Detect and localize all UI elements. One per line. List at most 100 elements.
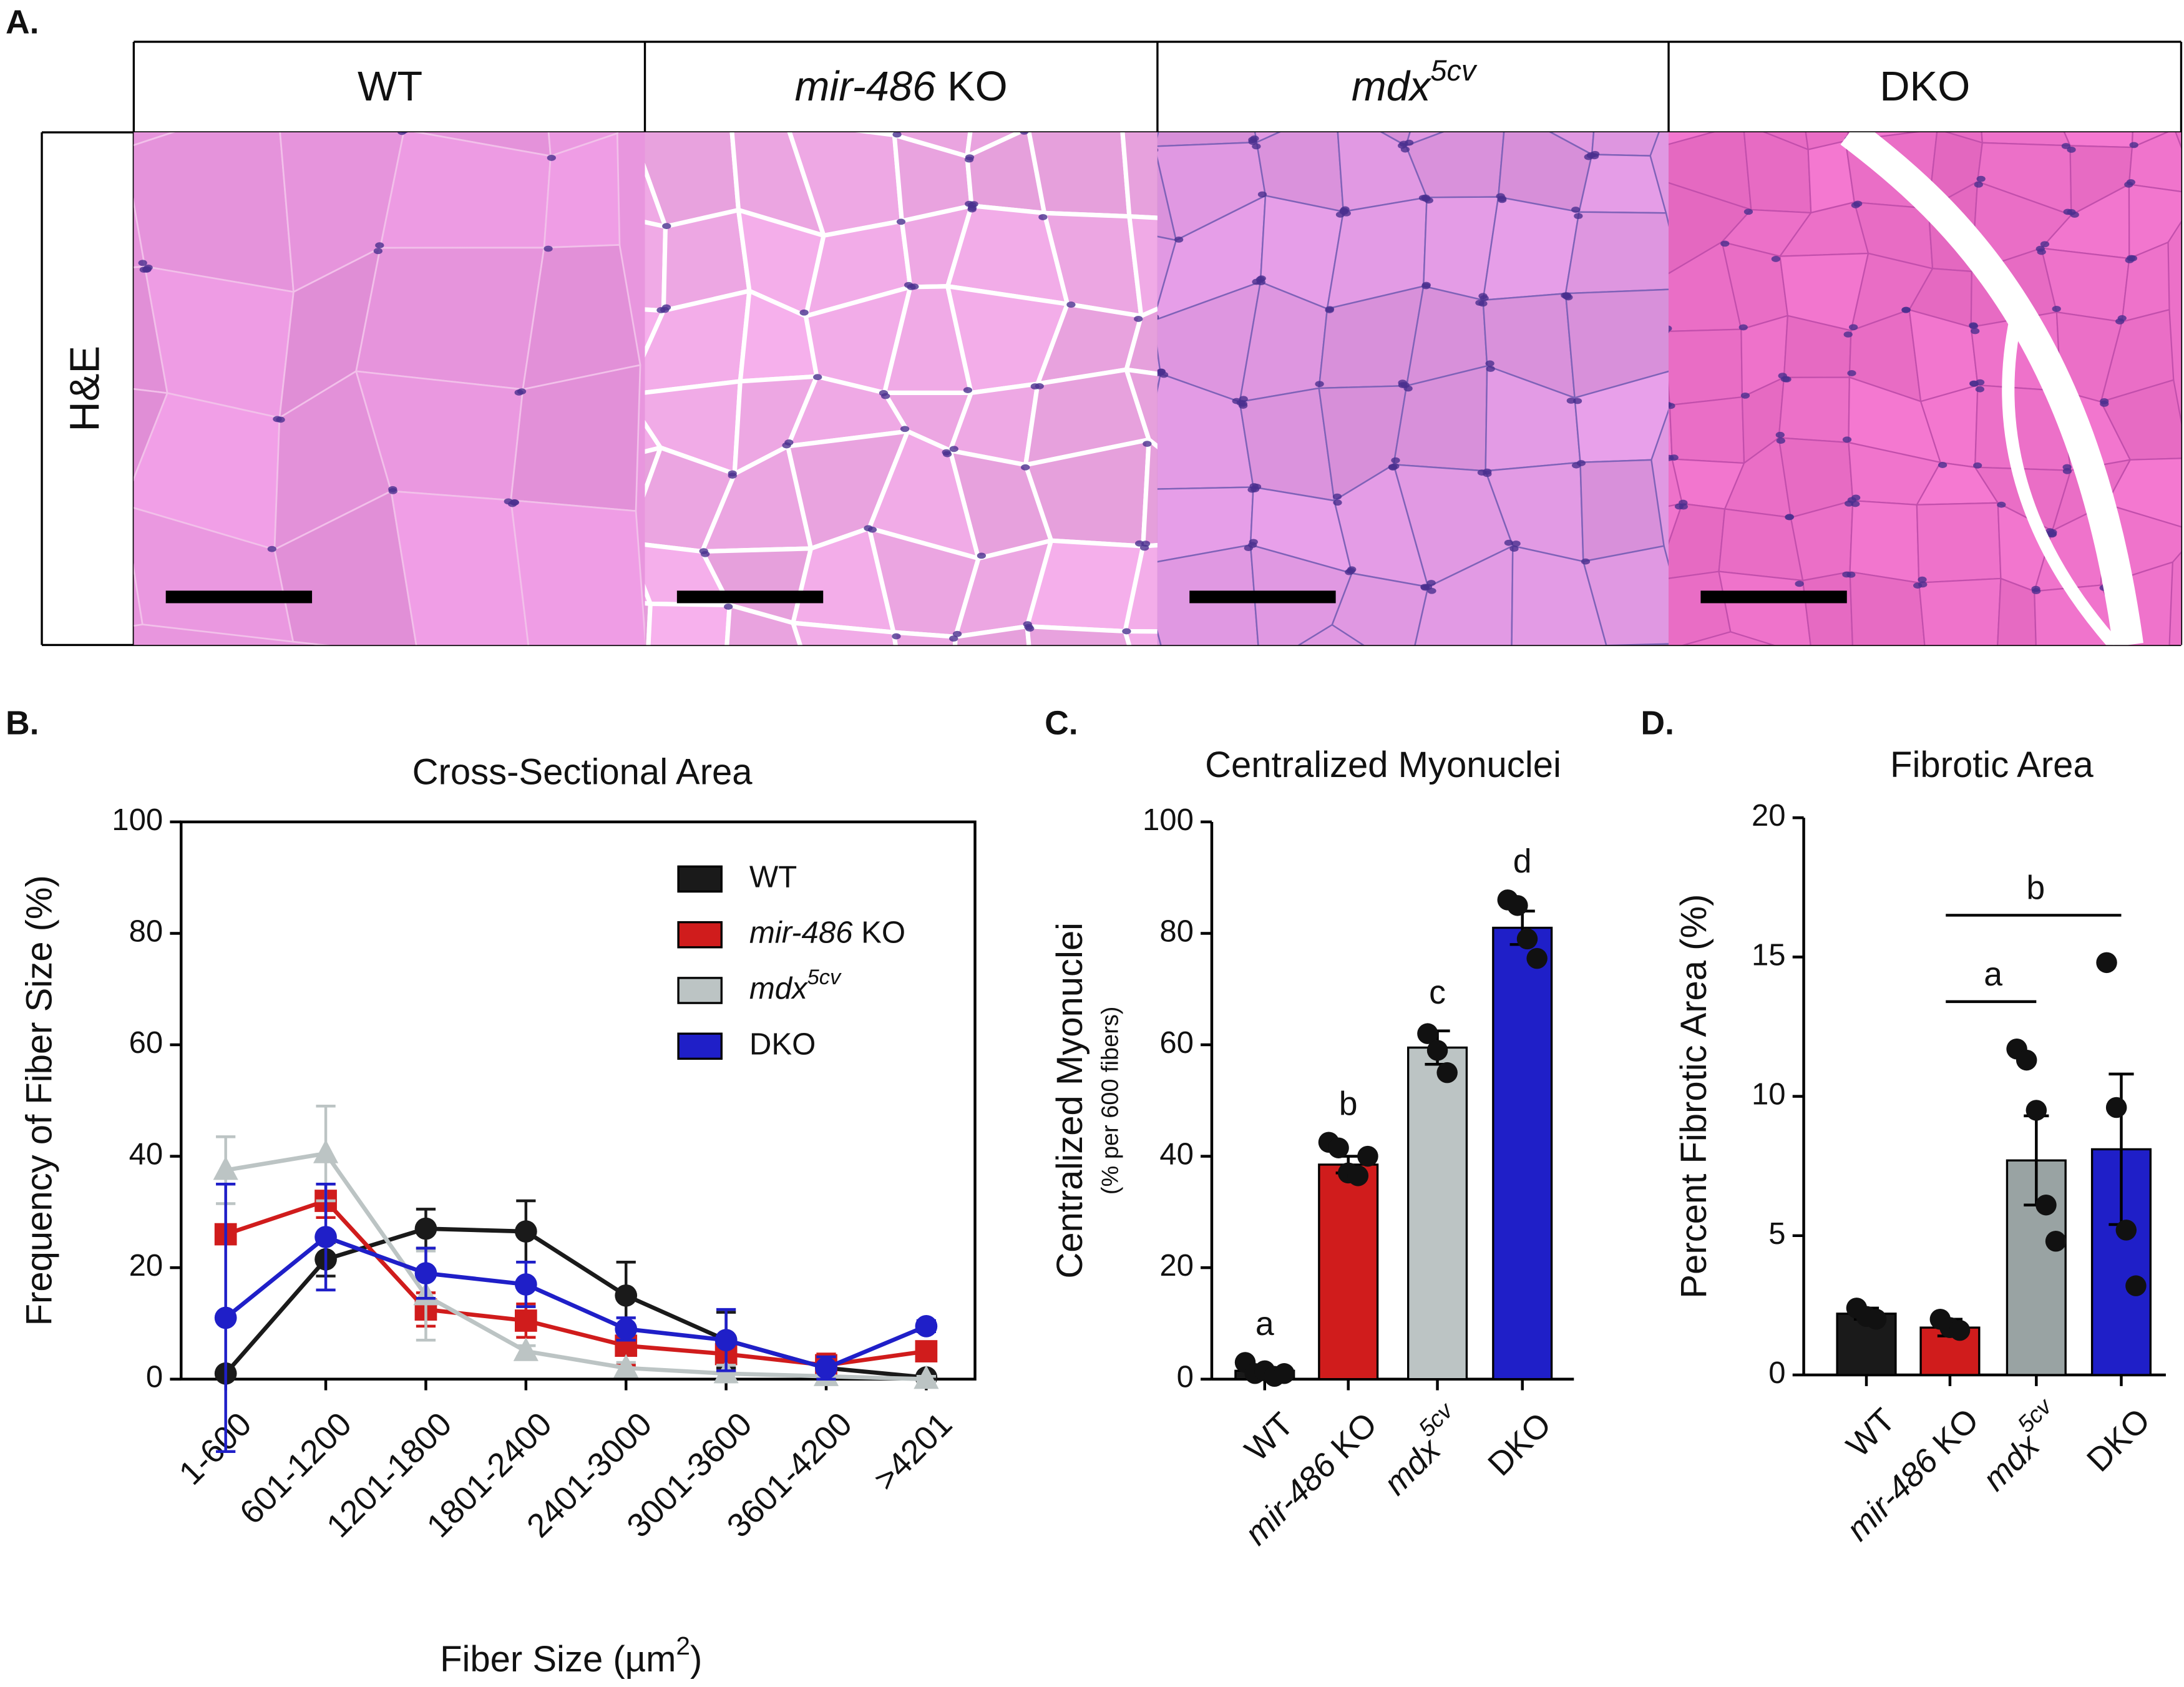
text-part: 5cv (1430, 54, 1477, 87)
scale-bar (1189, 590, 1336, 604)
text-part: µm (625, 1639, 676, 1680)
series-line (225, 1151, 927, 1382)
nucleus (116, 498, 125, 504)
y-tick-label: 5 (1768, 1217, 1785, 1251)
nucleus (1669, 403, 1675, 409)
marker (915, 1315, 938, 1337)
y-tick-label: 60 (129, 1026, 163, 1060)
text-part: KO (852, 916, 905, 950)
y-tick-label: 40 (129, 1138, 163, 1171)
text-part: Fiber Size ( (440, 1639, 625, 1680)
nucleus (963, 387, 973, 393)
nucleus (1420, 584, 1430, 591)
data-point (1426, 1040, 1448, 1061)
legend-swatch (677, 921, 723, 949)
y-tick-label: 10 (1752, 1078, 1786, 1112)
nucleus (1720, 240, 1730, 247)
nucleus (1157, 315, 1159, 320)
y-tick-label: 20 (1159, 1249, 1194, 1283)
data-point (1516, 928, 1538, 950)
nucleus (1975, 386, 1985, 393)
column-header: mir-486 KO (795, 63, 1008, 110)
nucleus (943, 451, 952, 457)
nucleus (1571, 207, 1581, 213)
nucleus (1134, 316, 1143, 322)
marker (815, 1357, 837, 1379)
nucleus (949, 446, 958, 452)
marker (514, 1309, 537, 1332)
nucleus (1139, 544, 1149, 551)
bar (1492, 926, 1553, 1381)
y-tick-label: 80 (1159, 914, 1194, 948)
muscle-fiber (510, 499, 645, 645)
muscle-fiber (791, 620, 898, 645)
marker (414, 1217, 437, 1240)
text-part: mdx (1976, 1426, 2047, 1498)
nucleus (1509, 545, 1519, 552)
x-tick-label: DKO (1481, 1406, 1558, 1483)
legend-swatch (677, 865, 723, 893)
muscle-fiber (1579, 459, 1665, 562)
muscle-fiber (1141, 437, 1158, 549)
nucleus (1256, 279, 1265, 286)
significance-letter: b (2026, 869, 2045, 906)
y-tick-label: 100 (112, 803, 163, 837)
nucleus (728, 472, 737, 479)
nucleus (2124, 181, 2133, 188)
nucleus (1674, 503, 1684, 510)
nucleus (388, 487, 397, 494)
nucleus (1938, 462, 1948, 468)
nucleus (1328, 107, 1337, 113)
nucleus (547, 155, 556, 161)
nucleus (781, 120, 789, 127)
nucleus (623, 117, 632, 124)
data-point (1949, 1319, 1971, 1341)
y-tick-label: 20 (1752, 799, 1786, 833)
nucleus (1421, 283, 1431, 290)
nucleus (1737, 119, 1746, 125)
legend-label: DKO (749, 1027, 816, 1061)
nucleus (2100, 401, 2109, 407)
y-tick-label: 60 (1159, 1026, 1194, 1060)
nucleus (1024, 623, 1033, 630)
nucleus (1020, 132, 1029, 135)
text-part: DKO (749, 1027, 816, 1061)
muscle-fiber (891, 630, 958, 645)
muscle-fiber (1801, 571, 1853, 645)
nucleus (1332, 493, 1342, 500)
nucleus (2040, 241, 2050, 248)
muscle-fiber (273, 490, 417, 645)
muscle-fiber (522, 244, 641, 391)
text-part: WT (1238, 1406, 1301, 1469)
nucleus (699, 548, 708, 555)
nucleus (1486, 366, 1495, 372)
nucleus (2052, 305, 2061, 312)
nucleus (867, 526, 877, 533)
data-point (1526, 947, 1548, 969)
nucleus (1574, 213, 1583, 220)
nucleus (1024, 126, 1033, 132)
muscle-fiber (1405, 132, 1505, 198)
muscle-fiber (1028, 31, 1121, 129)
nucleus (1122, 628, 1131, 635)
histology-image (1157, 107, 1669, 645)
nucleus (1485, 360, 1494, 367)
marker (514, 1220, 537, 1243)
nucleus (1918, 576, 1927, 583)
muscle-fiber (510, 364, 641, 512)
nucleus (267, 545, 276, 552)
row-label: H&E (61, 346, 108, 432)
nucleus (1483, 468, 1492, 475)
data-point (1507, 895, 1528, 916)
text-part: 2 (676, 1631, 690, 1660)
text-part: ) (690, 1639, 702, 1680)
nucleus (662, 223, 671, 230)
series (214, 1183, 938, 1454)
data-point (1357, 1145, 1378, 1167)
nucleus (1562, 293, 1572, 300)
nucleus (1771, 256, 1780, 262)
nucleus (1581, 558, 1591, 565)
nucleus (1333, 499, 1342, 506)
tissue-gap (1840, 132, 2143, 645)
nucleus (1848, 324, 1858, 331)
